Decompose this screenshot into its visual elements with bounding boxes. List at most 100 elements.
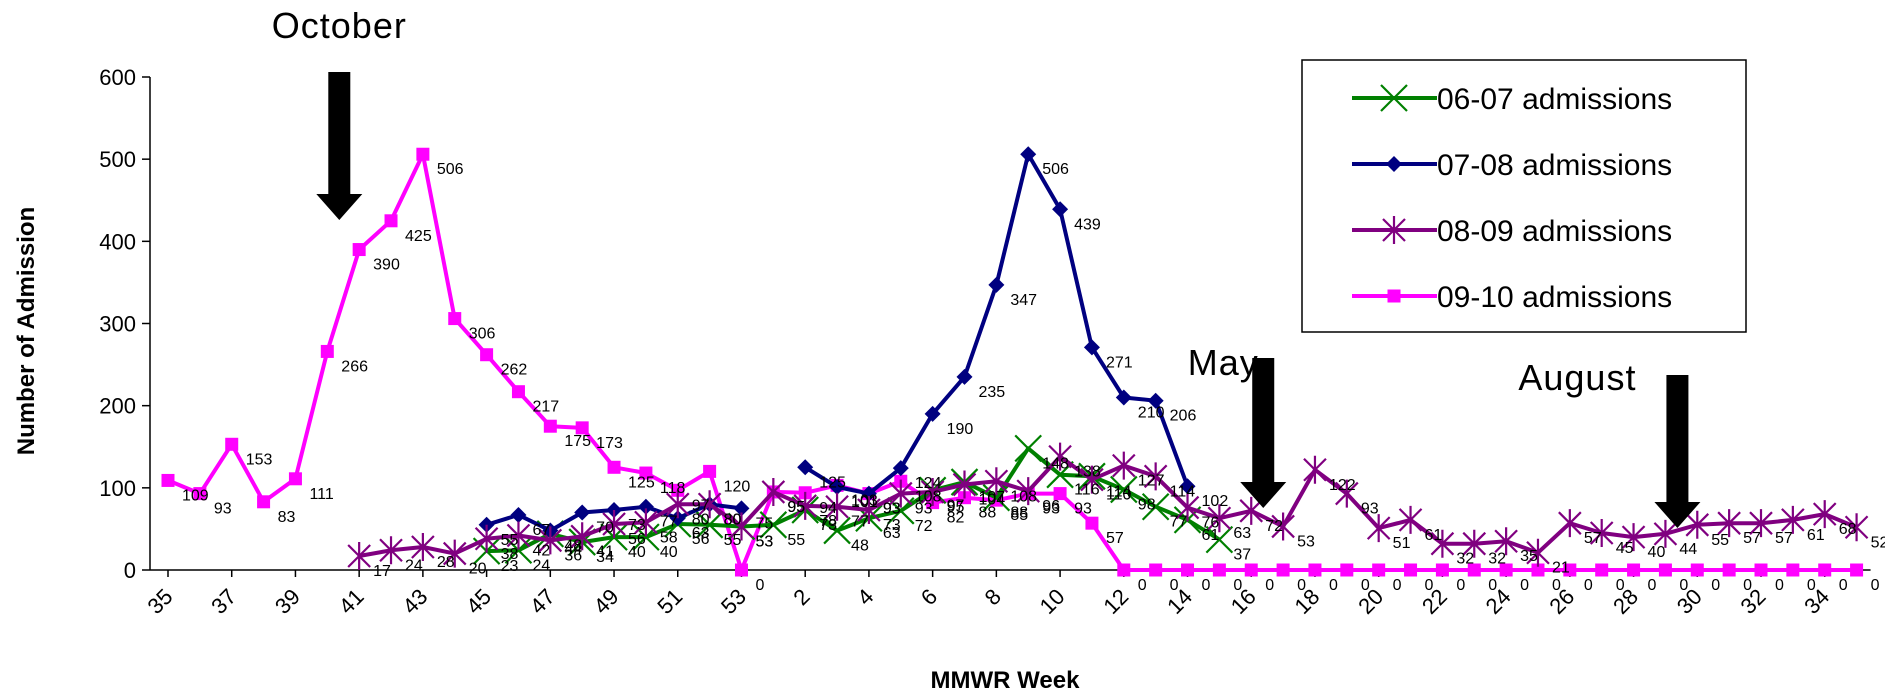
data-label: 48 [564, 538, 582, 555]
data-point [1850, 563, 1864, 577]
data-label: 52 [1871, 534, 1885, 551]
data-label: 125 [628, 474, 655, 491]
data-point [733, 500, 750, 517]
annotation-october: October [272, 5, 406, 220]
y-tick-label: 500 [99, 147, 136, 172]
x-tick-label: 18 [1290, 584, 1325, 619]
data-label: 58 [660, 529, 678, 546]
data-point [1621, 523, 1646, 552]
data-point [793, 491, 817, 520]
data-point [825, 492, 849, 521]
data-label: 190 [947, 421, 974, 438]
data-point [729, 512, 754, 541]
data-label: 20 [469, 561, 487, 578]
data-point [1467, 563, 1481, 577]
x-tick-label: 43 [397, 584, 432, 619]
data-label: 127 [1138, 473, 1165, 490]
data-label: 210 [1138, 404, 1165, 421]
data-point [1179, 478, 1196, 495]
data-label: 17 [373, 563, 391, 580]
data-label: 0 [1743, 577, 1752, 594]
data-label: 67 [532, 522, 550, 539]
data-point [1276, 563, 1290, 577]
data-label: 23 [501, 558, 519, 575]
data-point [1398, 505, 1423, 534]
data-label: 57 [1584, 530, 1602, 547]
data-label: 217 [532, 399, 559, 416]
data-point [538, 526, 563, 555]
data-label: 0 [1552, 577, 1561, 594]
data-label: 95 [787, 499, 805, 516]
legend-marker [1380, 84, 1408, 112]
data-label: 118 [660, 480, 686, 497]
data-point [1048, 442, 1072, 471]
data-point [1526, 538, 1550, 567]
data-point [1239, 496, 1264, 525]
data-point [1053, 487, 1067, 501]
data-label: 40 [628, 544, 646, 561]
data-point [1627, 563, 1641, 577]
data-label: 70 [596, 519, 614, 536]
data-point [695, 511, 724, 539]
data-label: 114 [1106, 483, 1132, 500]
data-label: 101 [851, 494, 878, 511]
x-tick-label: 51 [652, 584, 687, 619]
data-point [379, 536, 403, 565]
legend-item: 06-07 admissions [1352, 83, 1672, 116]
annotation-arrow [316, 72, 363, 220]
data-point [602, 509, 626, 538]
data-label: 41 [596, 543, 614, 560]
data-label: 109 [182, 487, 209, 504]
data-point [384, 214, 398, 228]
x-tick-label: 20 [1353, 584, 1388, 619]
x-tick-label: 30 [1672, 584, 1707, 619]
data-label: 120 [724, 478, 751, 495]
data-label: 347 [1010, 292, 1037, 309]
data-label: 306 [469, 326, 496, 343]
data-label: 124 [915, 475, 942, 492]
series-08-09-admissions [347, 442, 1869, 571]
data-point [734, 563, 748, 577]
data-label: 108 [915, 488, 942, 505]
data-point [225, 437, 239, 451]
x-tick-label: 10 [1035, 584, 1070, 619]
data-label: 98 [1138, 496, 1156, 513]
data-point [1303, 455, 1327, 484]
data-label: 80 [692, 511, 710, 528]
data-point [1366, 514, 1391, 543]
data-label: 42 [532, 542, 550, 559]
data-label: 102 [1202, 493, 1229, 510]
data-label: 56 [692, 531, 710, 548]
data-label: 153 [246, 451, 273, 468]
data-label: 53 [755, 533, 773, 550]
data-label: 75 [755, 515, 773, 532]
data-label: 55 [501, 532, 519, 549]
data-label: 24 [532, 557, 550, 574]
x-tick-label: 28 [1608, 584, 1643, 619]
data-label: 0 [1488, 577, 1497, 594]
data-label: 104 [979, 492, 1006, 509]
data-point [511, 385, 525, 399]
data-point [1112, 451, 1136, 480]
legend-marker [1386, 156, 1402, 172]
data-point [1754, 563, 1768, 577]
data-label: 36 [564, 547, 582, 564]
data-label: 93 [883, 501, 901, 518]
data-label: 0 [1584, 577, 1593, 594]
data-point [257, 495, 271, 509]
data-point [1749, 509, 1773, 538]
data-label: 72 [915, 518, 933, 535]
data-label: 97 [947, 497, 965, 514]
data-label: 53 [1297, 533, 1315, 550]
data-point [193, 487, 207, 501]
series-07-08-admissions [478, 146, 1196, 539]
data-label: 108 [1010, 488, 1037, 505]
data-point [632, 523, 660, 551]
data-label: 55 [787, 532, 805, 549]
data-point [1143, 462, 1168, 491]
data-label: 21 [1552, 560, 1570, 577]
data-label: 63 [692, 525, 710, 542]
data-label: 0 [1361, 577, 1370, 594]
data-point [1340, 563, 1354, 577]
